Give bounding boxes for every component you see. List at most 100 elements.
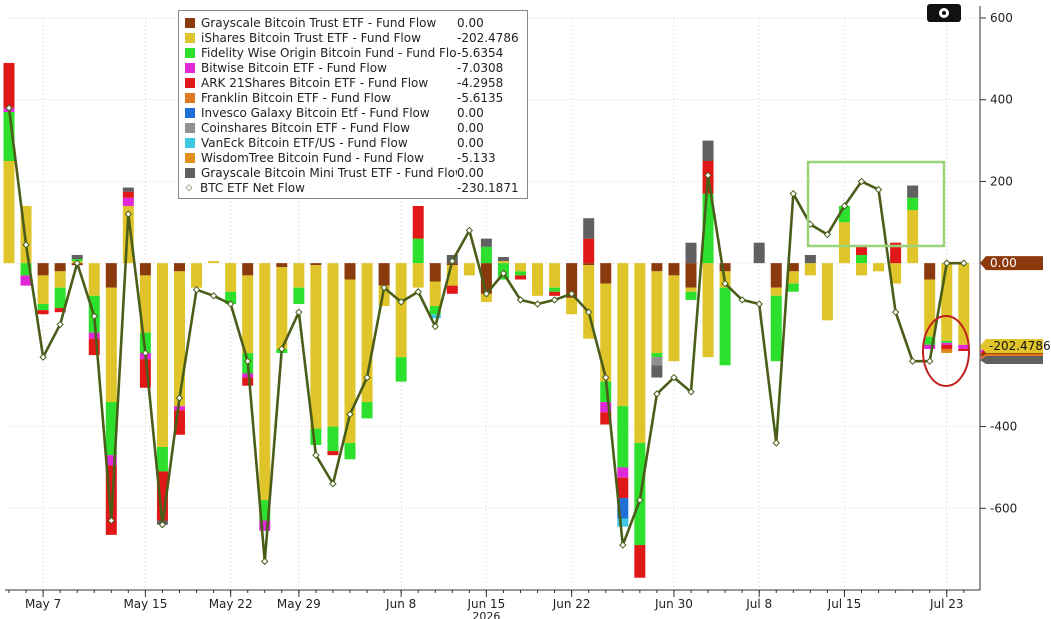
bar-segment xyxy=(617,518,629,527)
year-label: 2026 xyxy=(472,610,500,619)
legend-value: -7.0308 xyxy=(457,60,504,75)
bar-segment xyxy=(344,442,356,460)
net-flow-point xyxy=(755,300,763,308)
y-axis: 600 400 200 -400 -600 0.00 -202.4786 xyxy=(979,6,1051,590)
legend-label: BTC ETF Net Flow xyxy=(200,180,305,195)
net-flow-point xyxy=(158,520,167,529)
highlight-circle xyxy=(922,315,970,387)
bar-segment xyxy=(429,263,441,282)
bar-segment xyxy=(105,402,117,456)
x-tick-label: Jun 22 xyxy=(552,597,591,611)
bar-segment xyxy=(770,295,782,362)
legend-label: WisdomTree Bitcoin Fund - Fund Flow xyxy=(201,150,424,165)
bar-segment xyxy=(787,283,799,292)
legend-swatch xyxy=(185,47,195,58)
bar-segment xyxy=(941,344,953,349)
bar-segment xyxy=(395,263,407,358)
legend-label: iShares Bitcoin Trust ETF - Fund Flow xyxy=(201,30,421,45)
bar-segment xyxy=(958,263,970,345)
bar-segment xyxy=(37,304,49,311)
legend-swatch xyxy=(185,137,195,148)
bar-segment xyxy=(685,287,697,292)
net-flow-point xyxy=(380,283,388,292)
bar-segment xyxy=(259,263,271,501)
bar-segment xyxy=(480,238,492,247)
bar-segment xyxy=(958,344,970,349)
bar-segment xyxy=(907,185,919,198)
net-flow-point xyxy=(22,241,30,249)
legend-item: Fidelity Wise Origin Bitcoin Fund - Fund… xyxy=(185,45,521,60)
bar-segment xyxy=(583,218,595,239)
legend-item: WisdomTree Bitcoin Fund - Fund Flow -5.13… xyxy=(185,150,521,165)
bar-segment xyxy=(873,263,885,272)
x-tick-label: Jun 8 xyxy=(385,597,416,611)
bar-segment xyxy=(361,402,373,419)
bar-segment xyxy=(54,263,66,272)
bar-segment xyxy=(583,238,595,264)
bar-segment xyxy=(446,285,458,294)
bar-segment xyxy=(191,263,203,288)
legend-item: Coinshares Bitcoin ETF - Fund Flow 0.00 xyxy=(185,120,521,135)
bar-segment xyxy=(617,498,629,519)
legend-value: -5.6354 xyxy=(457,45,504,60)
bar-segment xyxy=(54,271,66,288)
legend-value: 0.00 xyxy=(457,120,484,135)
bar-segment xyxy=(139,263,151,276)
net-flow-point xyxy=(329,480,337,488)
bar-segment xyxy=(685,242,697,264)
net-flow-point xyxy=(619,541,627,549)
bar-segment xyxy=(651,263,663,272)
y-tick-label: -400 xyxy=(990,420,1017,434)
legend-value: 0.00 xyxy=(457,15,484,30)
legend-value: 0.00 xyxy=(457,135,484,150)
net-flow-point xyxy=(840,202,849,210)
legend-label: VanEck Bitcoin ETF/US - Fund Flow xyxy=(201,135,408,150)
net-flow-point xyxy=(90,312,98,320)
bar-segment xyxy=(242,263,254,276)
net-flow-point xyxy=(584,308,593,316)
net-flow-point xyxy=(192,285,201,294)
legend-item: Grayscale Bitcoin Mini Trust ETF - Fund … xyxy=(185,165,521,180)
legend-value: -5.6135 xyxy=(457,90,504,105)
y-tick-label: 400 xyxy=(990,93,1013,107)
net-flow-point xyxy=(312,451,320,459)
x-tick-label: May 15 xyxy=(123,597,167,611)
legend-value: -5.133 xyxy=(457,150,496,165)
bar-segment xyxy=(429,281,441,307)
bar-segment xyxy=(532,263,544,296)
net-flow-point xyxy=(772,439,780,447)
x-tick-label: Jul 8 xyxy=(745,597,772,611)
bar-segment xyxy=(122,187,134,192)
x-tick-label: May 7 xyxy=(25,597,61,611)
bar-segment xyxy=(907,197,919,211)
bar-segment xyxy=(139,359,151,388)
bar-segment xyxy=(941,340,953,343)
x-tick-label: Jun 15 xyxy=(466,597,505,611)
bar-segment xyxy=(549,263,561,288)
net-flow-point xyxy=(226,300,235,308)
legend-item: Invesco Galaxy Bitcoin Etf - Fund Flow 0.… xyxy=(185,105,521,120)
bar-segment xyxy=(685,263,697,288)
legend-label: Grayscale Bitcoin Mini Trust ETF - Fund … xyxy=(201,165,457,180)
bar-segment xyxy=(327,451,339,456)
bar-segment xyxy=(37,263,49,276)
bar-segment xyxy=(804,254,816,264)
net-flow-point xyxy=(653,390,661,398)
camera-icon[interactable] xyxy=(927,4,961,22)
net-flow-point xyxy=(891,308,900,316)
bar-segment xyxy=(515,275,526,280)
x-tick-label: Jun 30 xyxy=(654,597,693,611)
legend-swatch xyxy=(185,77,195,88)
legend-label: Franklin Bitcoin ETF - Fund Flow xyxy=(201,90,391,105)
bar-segment xyxy=(480,293,492,302)
net-flow-point xyxy=(73,259,81,267)
legend-swatch xyxy=(185,107,195,118)
y-tick-label: 200 xyxy=(990,174,1013,188)
bar-segment xyxy=(378,285,390,307)
bar-segment xyxy=(429,314,441,319)
bar-segment xyxy=(549,291,561,296)
net-flow-point xyxy=(431,322,439,331)
net-flow-point xyxy=(670,373,678,382)
bar-segment xyxy=(549,287,561,292)
last-value-label: -202.4786 xyxy=(989,339,1051,353)
